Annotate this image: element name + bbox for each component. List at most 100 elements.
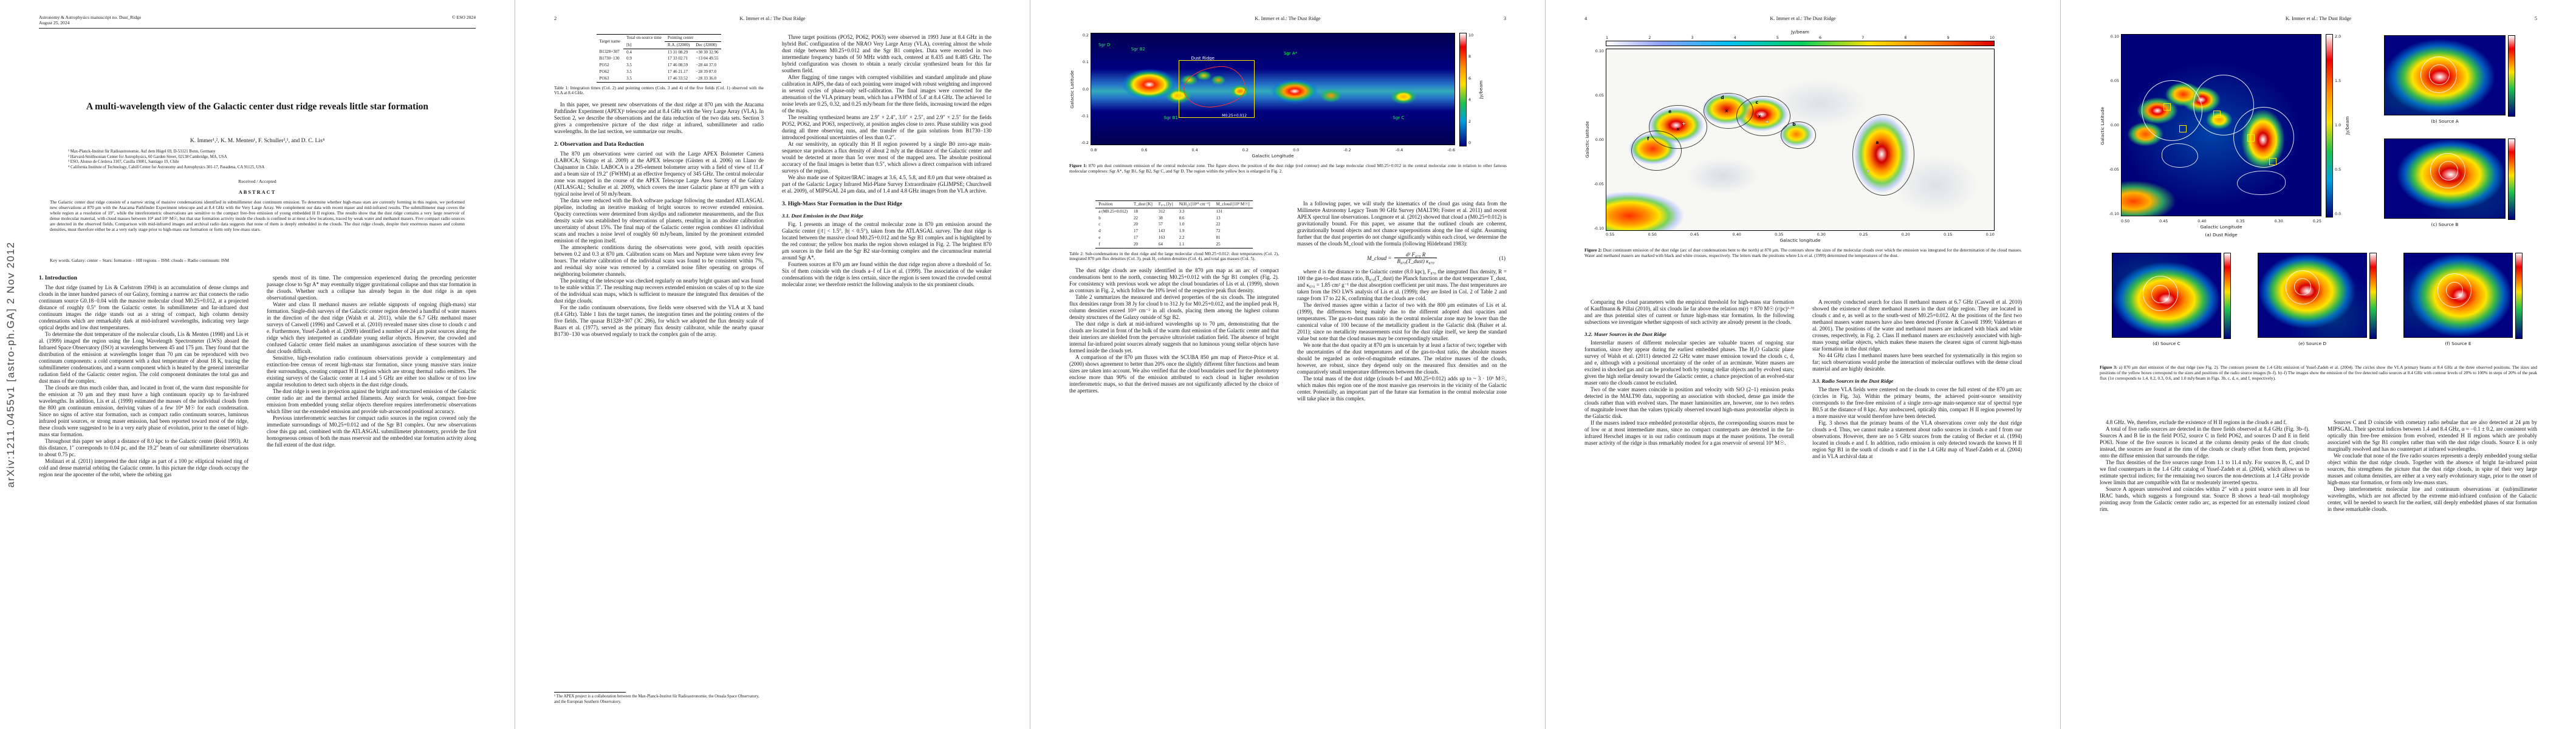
tick-label: -0.10: [2109, 211, 2119, 216]
tick-label: 0.2: [1082, 33, 1089, 38]
table1-header-target: Target name: [596, 34, 624, 49]
tick-label: 0.40: [1732, 232, 1741, 237]
paragraph: No 44 GHz class I methanol masers have b…: [1812, 352, 2022, 372]
paragraph: If the masers indeed trace embedded prot…: [1584, 420, 1794, 446]
affiliation-line: ³ ESO, Alonso de Córdova 3107, Casilla 1…: [68, 160, 179, 165]
fig2-cloud-contour-c: [1736, 96, 1791, 137]
paragraph: Two of the water masers coincide in posi…: [1584, 386, 1794, 419]
paragraph: We note that the dust opacity at 870 μm …: [1297, 342, 1507, 375]
equation-numerator: d² F₈₇₀ R: [1394, 252, 1437, 258]
table2-cell-flux: 143: [1158, 228, 1165, 234]
dust-emission-paragraphs: Fig. 1 presents an image of the central …: [782, 221, 992, 288]
affiliation-list: ¹ Max-Planck-Institut für Radioastronomi…: [68, 149, 447, 170]
fig2-water-maser-marker: ×: [1724, 108, 1728, 114]
tick-label: 0.35: [1775, 232, 1784, 237]
paragraph: The flux densities of the five sources r…: [2100, 459, 2309, 485]
fig2-colorbar-label: Jy/beam: [1790, 29, 1809, 35]
fig1-y-ticks: 0.2 0.1 0.0 -0.1 -0.2: [1076, 33, 1091, 145]
page3-right-column: In a following paper, we will study the …: [1297, 200, 1507, 705]
paper-title: A multi-wavelength view of the Galactic …: [86, 101, 429, 112]
fig2-x-axis-label: Galactic longitude: [1780, 238, 1821, 243]
table1-cell-dec: −13 04 49.55: [696, 56, 719, 61]
copyright-note: © ESO 2024: [451, 15, 476, 20]
fig3f-contour-ring: [2446, 281, 2464, 299]
figure-3-panel-d: (d) Source C: [2112, 253, 2233, 346]
paragraph: The three VLA fields were centered on th…: [1812, 386, 2022, 419]
table2-cell-mass: 131: [1216, 208, 1223, 214]
table1-cell-time: 3.5: [623, 75, 665, 83]
tick-label: 0.05: [1595, 93, 1604, 98]
table2-cell-tdust: 17: [1133, 234, 1138, 240]
table2-cell-flux: 312: [1158, 208, 1165, 214]
fig3c-contour-ring: [2439, 161, 2459, 181]
fig3a-source-box: [2213, 111, 2221, 118]
table2-cell-position: f: [1095, 241, 1131, 248]
table2-cell-flux: 38: [1158, 215, 1163, 221]
figure-3-label: Figure 3:: [2100, 364, 2118, 370]
table2-cell-position: b: [1098, 215, 1101, 221]
page-number: 2: [554, 16, 557, 21]
table1-cell-dec: +30 30 32.96: [696, 49, 719, 55]
figure-3-caption: Figure 3: a) 870 μm dust emission of the…: [2100, 364, 2537, 381]
tick-label: -0.4: [1395, 147, 1403, 152]
fig3b-contour-ring: [2420, 56, 2458, 93]
tick-label: 0.45: [1690, 232, 1699, 237]
keywords-line: Key words. Galaxy: center – Stars: forma…: [50, 258, 229, 263]
table1-cell-ra: 17 46 33.52: [664, 75, 693, 83]
paragraph: Interstellar masers of different molecul…: [1584, 340, 1794, 386]
table2-cell-flux: 57: [1158, 222, 1163, 227]
fig3d-colorbar: [2224, 253, 2231, 339]
fig2-cloud-contour-b: [1781, 122, 1816, 149]
fig2-y-axis-label: Galactic latitude: [1584, 121, 1590, 159]
fig3a-y-axis-label: Galactic Latitude: [2100, 106, 2105, 145]
subsection-heading-masers: 3.2. Maser Sources in the Dust Ridge: [1584, 331, 1667, 337]
fig1-label-sgr-c: Sgr C: [1392, 115, 1405, 121]
paragraph: The resulting synthesized beams are 2.9″…: [782, 114, 992, 140]
affiliation-line: ⁴ California Institute of Technology, Ca…: [68, 165, 265, 169]
paragraph: Throughout this paper we adopt a distanc…: [39, 438, 248, 457]
subsection-heading-dust-emission: 3.1. Dust Emission in the Dust Ridge: [782, 213, 863, 219]
radio-source-paragraphs: The three VLA fields were centered on th…: [1812, 386, 2022, 460]
page5-left-column: 4.8 GHz. We, therefore, exclude the exis…: [2100, 419, 2309, 705]
fig1-y-axis-label: Galactic Latitude: [1069, 70, 1075, 109]
fig1-label-sgr-a: Sgr A*: [1283, 51, 1298, 56]
fig2-methanol-maser-marker: +: [1682, 121, 1686, 127]
table1-header-time: Total on-source time: [623, 34, 665, 42]
table2-row: e 17 163 2.2 81: [1095, 234, 1252, 241]
paragraph: The clouds are thus much colder than, an…: [39, 385, 248, 437]
fig3c-contour-ring: [2430, 153, 2466, 189]
dust-analysis-paragraphs: The dust ridge clouds are easily identif…: [1069, 267, 1279, 394]
table1-cell-time: 3.5: [626, 63, 632, 68]
section-heading-observations: 2. Observation and Data Reduction: [554, 141, 644, 148]
tick-label: 0.0: [2335, 211, 2341, 216]
fig2-letter-c: c: [1755, 100, 1759, 106]
radio-results-paragraphs-left: 4.8 GHz. We, therefore, exclude the exis…: [2100, 419, 2309, 513]
table1-header-ra: R.A. (J2000): [664, 41, 693, 49]
page4-right-column: A recently conducted search for class II…: [1812, 299, 2022, 705]
received-accepted: Received / Accepted: [238, 179, 276, 184]
tick-label: 0.25: [2312, 218, 2321, 224]
equation-number: (1): [1499, 255, 1506, 261]
tick-label: 0.1: [1082, 60, 1089, 65]
table1-cell-target: PO63: [596, 75, 624, 83]
running-header: K. Immer et al.: The Dust Ridge 5: [2100, 16, 2537, 23]
radio-results-paragraphs-right: Sources C and D coincide with cometary r…: [2328, 419, 2537, 513]
fig3e-contour-ring: [2285, 270, 2320, 304]
table-2: Position T_dust [K] F₈₇₀ [Jy] N(H₂) [10²…: [1095, 200, 1253, 248]
paragraph: For the radio continuum observations, fi…: [554, 304, 764, 338]
table1-cell-ra: 13 31 08.29: [667, 49, 688, 55]
fig1-x-ticks: 0.8 0.6 0.4 0.2 0.0 -0.2 -0.4 -0.6: [1091, 148, 1455, 152]
paragraph: Deep interferometric molecular line and …: [2328, 486, 2537, 512]
tick-label: 3: [1691, 35, 1694, 40]
paragraph: Previous interferometric searches for co…: [267, 415, 476, 448]
paragraph: The total mass of the dust ridge (clouds…: [1297, 375, 1507, 402]
table2-cell-position: d: [1098, 228, 1101, 234]
fig2-letter-a: a: [1875, 140, 1879, 145]
fig1-label-sgr-b2: Sgr B2: [1131, 46, 1146, 52]
footnote-text: ¹ The APEX project is a collaboration be…: [554, 694, 759, 704]
abstract-text: The Galactic center dust ridge consists …: [50, 199, 465, 232]
table2-header: T_dust [K]: [1130, 200, 1156, 208]
fig3d-panel-label: (d) Source C: [2153, 340, 2180, 346]
table1-cell-ra: 17 46 21.17: [667, 69, 688, 74]
paragraph: Comparing the cloud parameters with the …: [1584, 299, 1794, 325]
